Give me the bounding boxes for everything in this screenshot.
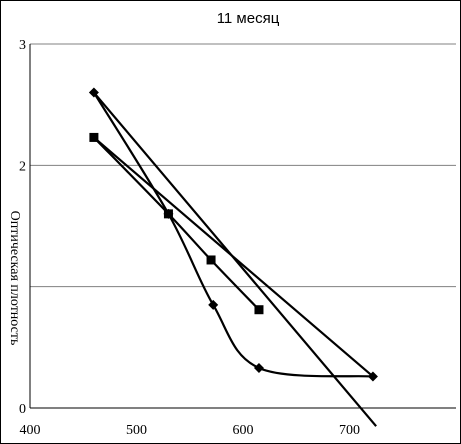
y-tick-label: 2 (19, 159, 26, 174)
x-tick-label: 700 (339, 423, 360, 438)
x-tick-labels: 400 500 600 700 (20, 423, 361, 438)
gridlines (30, 43, 456, 288)
diamond-point (253, 362, 264, 373)
series-line-diamond (92, 91, 374, 378)
y-axis-label: Оптическая плотность (7, 211, 22, 346)
square-point (89, 132, 99, 142)
x-tick-label: 600 (233, 423, 254, 438)
y-tick-label: 0 (19, 402, 26, 417)
data-series (88, 87, 378, 382)
x-tick-label: 400 (20, 423, 41, 438)
x-tick-label: 500 (126, 423, 147, 438)
trend-line (93, 136, 374, 378)
y-tick-labels: 0 2 3 (19, 38, 26, 417)
square-point (163, 209, 173, 219)
diamond-point (208, 299, 219, 310)
diamond-point (367, 371, 378, 382)
y-tick-label: 3 (19, 38, 26, 53)
square-point (206, 255, 216, 265)
trend-lines (93, 91, 377, 427)
series-line-square (93, 136, 260, 311)
chart-title: 11 месяц (217, 10, 280, 27)
axes (29, 44, 456, 409)
square-point (254, 305, 264, 315)
diamond-point (88, 87, 99, 98)
